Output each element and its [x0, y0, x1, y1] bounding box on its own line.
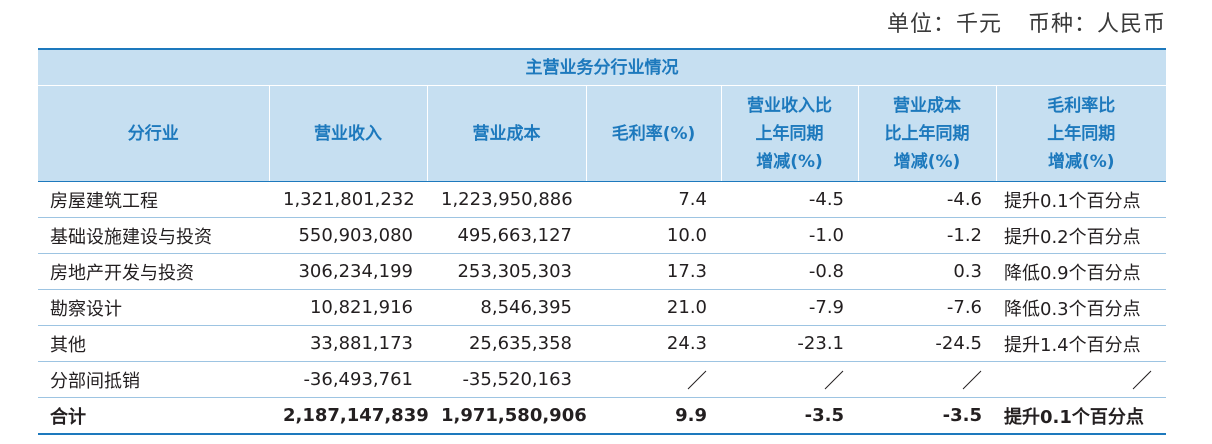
header-gross-margin: 毛利率(%): [585, 85, 721, 182]
cell-gross-margin: [586, 361, 721, 398]
cell-revenue-change: [721, 361, 858, 398]
cell-cost-change: [858, 361, 996, 398]
cell-industry: 合计: [38, 397, 269, 435]
cell-cost-change: 0.3: [858, 253, 996, 290]
currency-label: 币种：人民币: [1027, 12, 1166, 37]
cell-gross-margin: 17.3: [586, 253, 721, 290]
slash-icon: [687, 370, 707, 390]
table-body: 房屋建筑工程 1,321,801,232 1,223,950,886 7.4 -4.5-…: [38, 181, 1167, 435]
cell-revenue-change: -1.0: [721, 217, 858, 254]
cell-cost: -35,520,163: [427, 361, 586, 398]
cell-revenue-change: -7.9: [721, 289, 858, 326]
cell-margin-change: 降低0.9个百分点: [996, 253, 1167, 290]
industry-revenue-table: 主营业务分行业情况 分行业 营业收入 营业成本 毛利率(%) 营业收入比 上年同期 增减(%…: [38, 48, 1167, 435]
cell-gross-margin: 9.9: [586, 397, 721, 435]
header-revenue: 营业收入: [268, 85, 427, 182]
cell-cost: 1,223,950,886: [427, 181, 586, 218]
cell-industry: 基础设施建设与投资: [38, 217, 269, 254]
cell-cost-change: -3.5: [858, 397, 996, 435]
cell-cost: 253,305,303: [427, 253, 586, 290]
cell-gross-margin: 10.0: [586, 217, 721, 254]
cell-revenue: 1,321,801,232: [269, 181, 427, 218]
cell-industry: 房地产开发与投资: [38, 253, 269, 290]
table-row: 基础设施建设与投资 550,903,080 495,663,127 10.0 -1.0-…: [38, 217, 1167, 254]
cell-revenue-change: -0.8: [721, 253, 858, 290]
cell-gross-margin: 24.3: [586, 325, 721, 362]
cell-gross-margin: 21.0: [586, 289, 721, 326]
table-row: 房屋建筑工程 1,321,801,232 1,223,950,886 7.4 -4.5-…: [38, 181, 1167, 218]
cell-margin-change: [996, 361, 1167, 398]
slash-icon: [962, 370, 982, 390]
cell-revenue: 2,187,147,839: [269, 397, 429, 435]
cell-industry: 其他: [38, 325, 269, 362]
cell-cost-change: -4.6: [858, 181, 996, 218]
slash-icon: [824, 370, 844, 390]
table-row: 分部间抵销 -36,493,761 -35,520,163: [38, 361, 1167, 398]
cell-margin-change: 提升1.4个百分点: [996, 325, 1167, 362]
cell-industry: 房屋建筑工程: [38, 181, 269, 218]
cell-industry: 勘察设计: [38, 289, 269, 326]
cell-margin-change: 提升0.2个百分点: [996, 217, 1167, 254]
column-headers: 分行业 营业收入 营业成本 毛利率(%) 营业收入比 上年同期 增减(%) 营业成本 比上年同期…: [38, 85, 1167, 182]
cell-cost-change: -1.2: [858, 217, 996, 254]
table-row: 其他 33,881,173 25,635,358 24.3 -23.1 -24.5 提升1.…: [38, 325, 1167, 362]
slash-icon: [1132, 370, 1152, 390]
table-caption: 主营业务分行业情况: [38, 48, 1167, 86]
cell-revenue: 306,234,199: [269, 253, 427, 290]
cell-cost-change: -24.5: [858, 325, 996, 362]
cell-cost: 25,635,358: [427, 325, 586, 362]
cell-revenue: 550,903,080: [269, 217, 427, 254]
cell-revenue: 10,821,916: [269, 289, 427, 326]
cell-cost: 495,663,127: [427, 217, 586, 254]
cell-margin-change: 提升0.1个百分点: [996, 397, 1167, 435]
header-cost: 营业成本: [426, 85, 586, 182]
cell-revenue-change: -3.5: [721, 397, 858, 435]
table-row: 勘察设计 10,821,916 8,546,395 21.0 -7.9 -7.6 降低0.3…: [38, 289, 1167, 326]
unit-currency-note: 单位：千元 币种：人民币: [887, 6, 1166, 38]
cell-margin-change: 提升0.1个百分点: [996, 181, 1167, 218]
unit-label: 单位：千元: [886, 12, 1002, 37]
cell-cost: 8,546,395: [427, 289, 586, 326]
header-revenue-change: 营业收入比 上年同期 增减(%): [720, 85, 858, 182]
cell-cost-change: -7.6: [858, 289, 996, 326]
cell-margin-change: 降低0.3个百分点: [996, 289, 1167, 326]
cell-cost: 1,971,580,906: [427, 397, 587, 435]
cell-gross-margin: 7.4: [586, 181, 721, 218]
cell-industry: 分部间抵销: [38, 361, 269, 398]
cell-revenue-change: -23.1: [721, 325, 858, 362]
cell-revenue-change: -4.5: [721, 181, 858, 218]
table-row: 房地产开发与投资 306,234,199 253,305,303 17.3 -0.8 0.…: [38, 253, 1167, 290]
header-cost-change: 营业成本 比上年同期 增减(%): [857, 85, 996, 182]
header-industry: 分行业: [38, 85, 269, 182]
cell-revenue: -36,493,761: [269, 361, 427, 398]
cell-revenue: 33,881,173: [269, 325, 427, 362]
header-margin-change: 毛利率比 上年同期 增减(%): [995, 85, 1167, 182]
total-row: 合计 2,187,147,839 1,971,580,906 9.9 -3.5 -3.5 提…: [38, 397, 1167, 435]
